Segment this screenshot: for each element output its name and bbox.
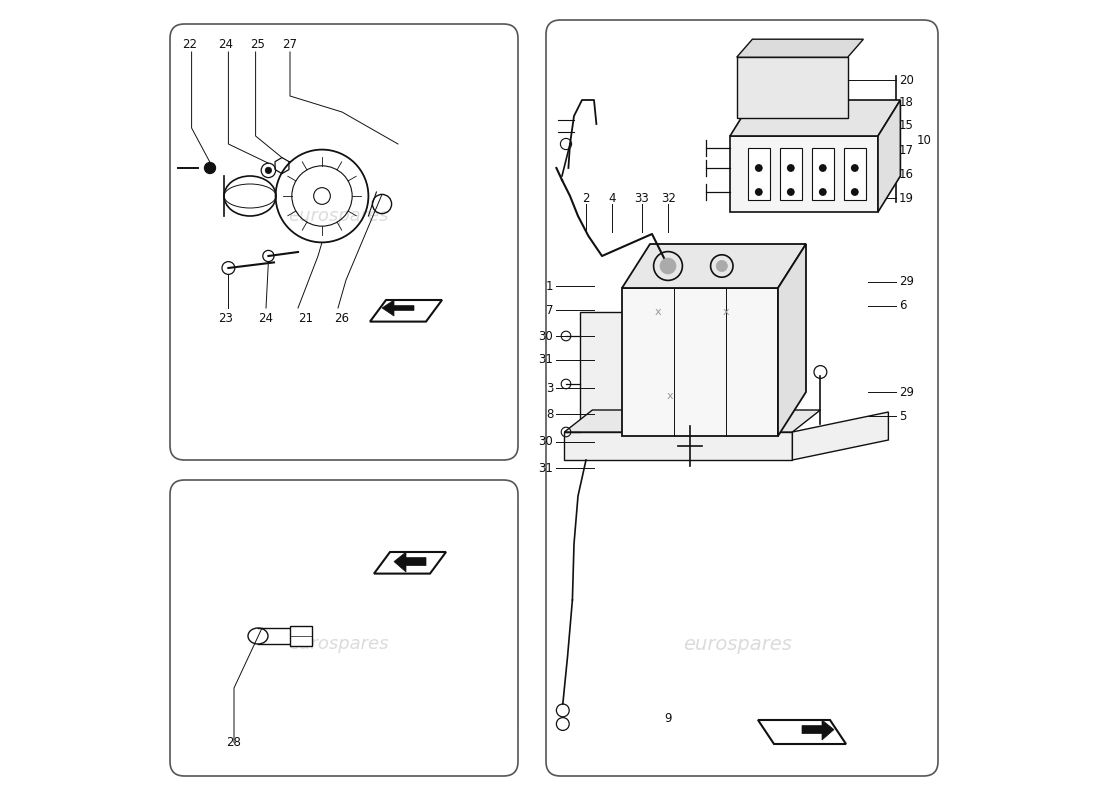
Polygon shape [394, 552, 426, 572]
Polygon shape [730, 100, 901, 136]
Polygon shape [374, 552, 446, 574]
Text: 1: 1 [546, 280, 553, 293]
Text: eurospares: eurospares [288, 207, 388, 225]
Text: 18: 18 [899, 96, 914, 109]
Circle shape [205, 162, 216, 174]
Text: 8: 8 [546, 408, 553, 421]
Text: 31: 31 [538, 354, 553, 366]
Text: 21: 21 [298, 312, 314, 325]
Text: 4: 4 [608, 192, 616, 205]
Bar [564, 432, 792, 460]
Circle shape [660, 258, 676, 274]
Text: 7: 7 [546, 304, 553, 317]
Circle shape [820, 189, 826, 195]
Text: 28: 28 [227, 736, 241, 749]
Text: 23: 23 [218, 312, 233, 325]
Bar [621, 288, 778, 436]
Text: 3: 3 [546, 382, 553, 394]
Bar [812, 148, 834, 200]
Text: 32: 32 [661, 192, 675, 205]
Polygon shape [792, 412, 889, 460]
Text: 17: 17 [899, 144, 914, 157]
Circle shape [788, 165, 794, 171]
Text: eurospares: eurospares [288, 635, 388, 653]
Text: 24: 24 [258, 312, 273, 325]
Bar [730, 136, 878, 212]
Polygon shape [737, 39, 864, 58]
Bar [844, 148, 866, 200]
Polygon shape [778, 244, 806, 436]
Circle shape [265, 167, 272, 174]
Bar [780, 148, 802, 200]
Text: 30: 30 [539, 435, 553, 448]
Text: 15: 15 [899, 119, 914, 132]
FancyBboxPatch shape [546, 20, 938, 776]
Text: 27: 27 [282, 38, 297, 50]
FancyBboxPatch shape [170, 480, 518, 776]
Text: 25: 25 [250, 38, 265, 50]
Text: 29: 29 [899, 275, 914, 288]
Circle shape [820, 165, 826, 171]
Bar [748, 148, 770, 200]
Polygon shape [564, 410, 821, 432]
Text: 30: 30 [539, 330, 553, 342]
Circle shape [756, 189, 762, 195]
Text: 33: 33 [635, 192, 649, 205]
Circle shape [851, 189, 858, 195]
Text: 2: 2 [582, 192, 590, 205]
Text: x: x [654, 307, 661, 317]
Text: 9: 9 [664, 712, 672, 725]
Text: x: x [723, 307, 729, 317]
Text: eurospares: eurospares [683, 634, 792, 654]
Text: 29: 29 [899, 386, 914, 398]
Text: x: x [667, 391, 673, 401]
Bar [737, 58, 848, 118]
Text: 16: 16 [899, 168, 914, 181]
Bar [581, 312, 628, 452]
Bar [290, 626, 312, 646]
Circle shape [788, 189, 794, 195]
Polygon shape [621, 244, 806, 288]
Polygon shape [802, 720, 834, 740]
Text: eurospares: eurospares [683, 346, 792, 366]
Circle shape [756, 165, 762, 171]
Polygon shape [370, 300, 442, 322]
Polygon shape [878, 100, 901, 212]
Text: 24: 24 [218, 38, 233, 50]
Text: 6: 6 [899, 299, 906, 312]
Polygon shape [382, 300, 414, 316]
Text: 22: 22 [182, 38, 197, 50]
Circle shape [716, 261, 727, 272]
Text: 26: 26 [334, 312, 349, 325]
Text: 20: 20 [899, 74, 914, 86]
Text: 10: 10 [916, 134, 932, 146]
Polygon shape [758, 720, 846, 744]
FancyBboxPatch shape [170, 24, 518, 460]
Circle shape [851, 165, 858, 171]
Text: 19: 19 [899, 192, 914, 205]
Text: 31: 31 [538, 462, 553, 474]
Text: 5: 5 [899, 410, 906, 422]
